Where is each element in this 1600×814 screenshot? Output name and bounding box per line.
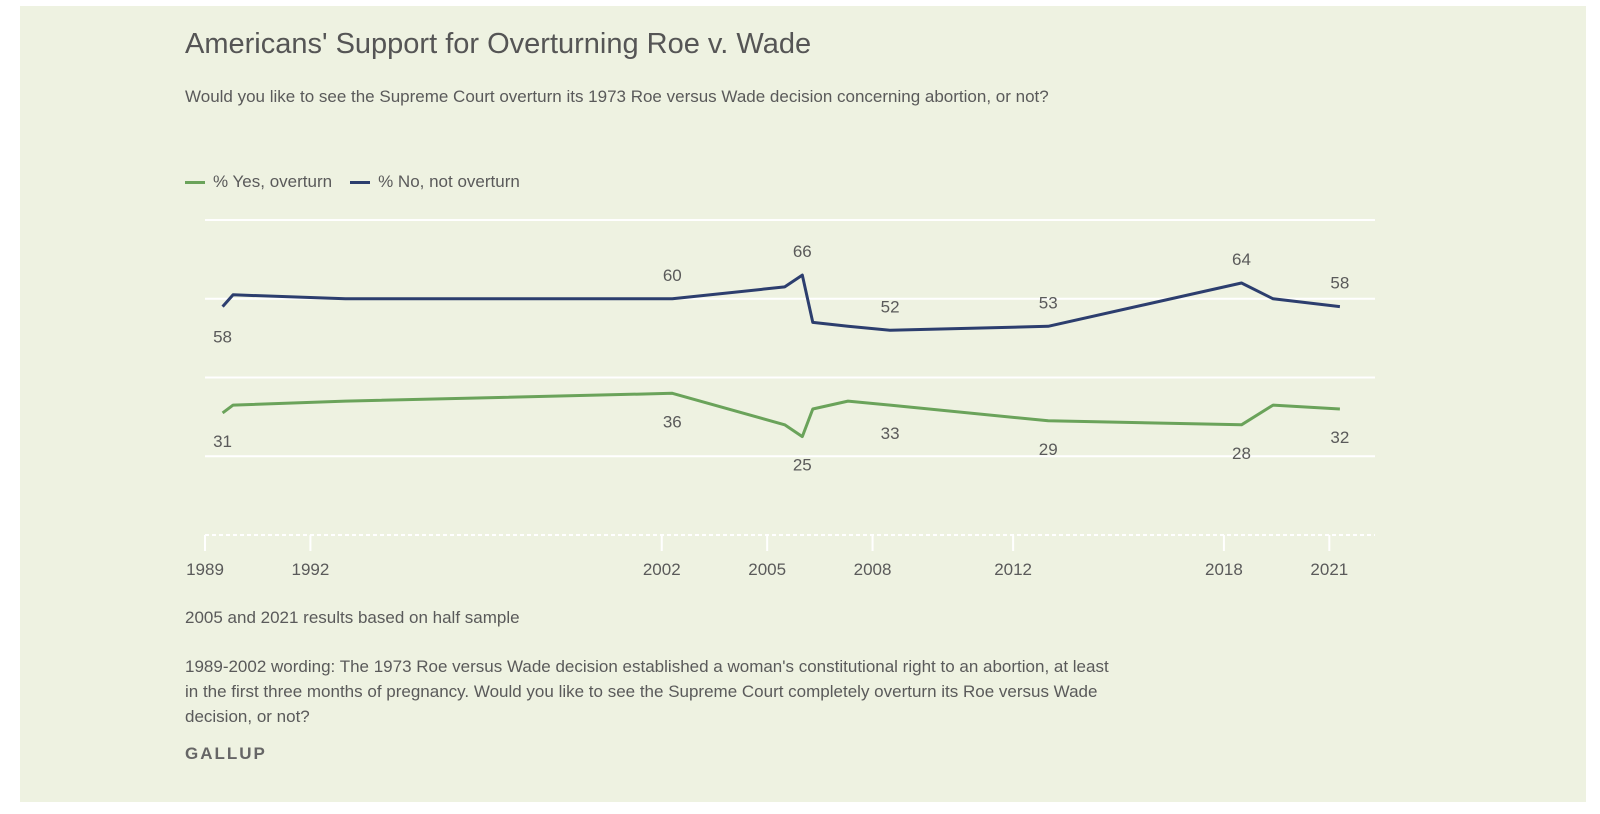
legend-label-no: % No, not overturn	[378, 172, 520, 191]
footnote-half-sample: 2005 and 2021 results based on half samp…	[185, 608, 520, 627]
data-label-yes-0: 31	[213, 432, 232, 451]
data-label-yes-8: 33	[881, 424, 900, 443]
x-tick-label-7: 2021	[1310, 560, 1348, 579]
legend: % Yes, overturn % No, not overturn	[185, 172, 538, 192]
x-tick-label-4: 2008	[854, 560, 892, 579]
data-label-no-0: 58	[213, 328, 232, 347]
x-tick-label-1: 1992	[291, 560, 329, 579]
series-line-no	[221, 273, 1341, 332]
series-line-yes	[221, 391, 1340, 439]
x-tick-label-2: 2002	[643, 560, 681, 579]
data-label-no-3: 60	[663, 266, 682, 285]
x-tick-label-5: 2012	[994, 560, 1032, 579]
chart-subtitle: Would you like to see the Supreme Court …	[185, 87, 1049, 106]
chart-title: Americans' Support for Overturning Roe v…	[185, 28, 812, 60]
data-label-yes-5: 25	[793, 456, 812, 475]
legend-swatch-no	[350, 180, 371, 184]
legend-item-yes: % Yes, overturn	[185, 172, 332, 192]
data-label-yes-3: 36	[663, 412, 682, 431]
x-tick-label-0: 1989	[186, 560, 224, 579]
x-tick-label-3: 2005	[748, 560, 786, 579]
legend-label-yes: % Yes, overturn	[213, 172, 333, 191]
data-label-yes-9: 29	[1039, 440, 1058, 459]
data-label-no-8: 52	[881, 297, 900, 316]
legend-item-no: % No, not overturn	[350, 172, 520, 192]
data-label-yes-12: 32	[1330, 428, 1349, 447]
x-tick-label-6: 2018	[1205, 560, 1243, 579]
legend-swatch-yes	[185, 180, 205, 184]
data-label-yes-10: 28	[1232, 444, 1251, 463]
gallup-brand: GALLUP	[185, 744, 267, 763]
data-label-no-12: 58	[1330, 274, 1349, 293]
footnote-wording: 1989-2002 wording: The 1973 Roe versus W…	[185, 657, 1109, 726]
data-label-no-5: 66	[793, 242, 812, 261]
data-label-no-10: 64	[1232, 250, 1251, 269]
data-label-no-9: 53	[1039, 293, 1058, 312]
